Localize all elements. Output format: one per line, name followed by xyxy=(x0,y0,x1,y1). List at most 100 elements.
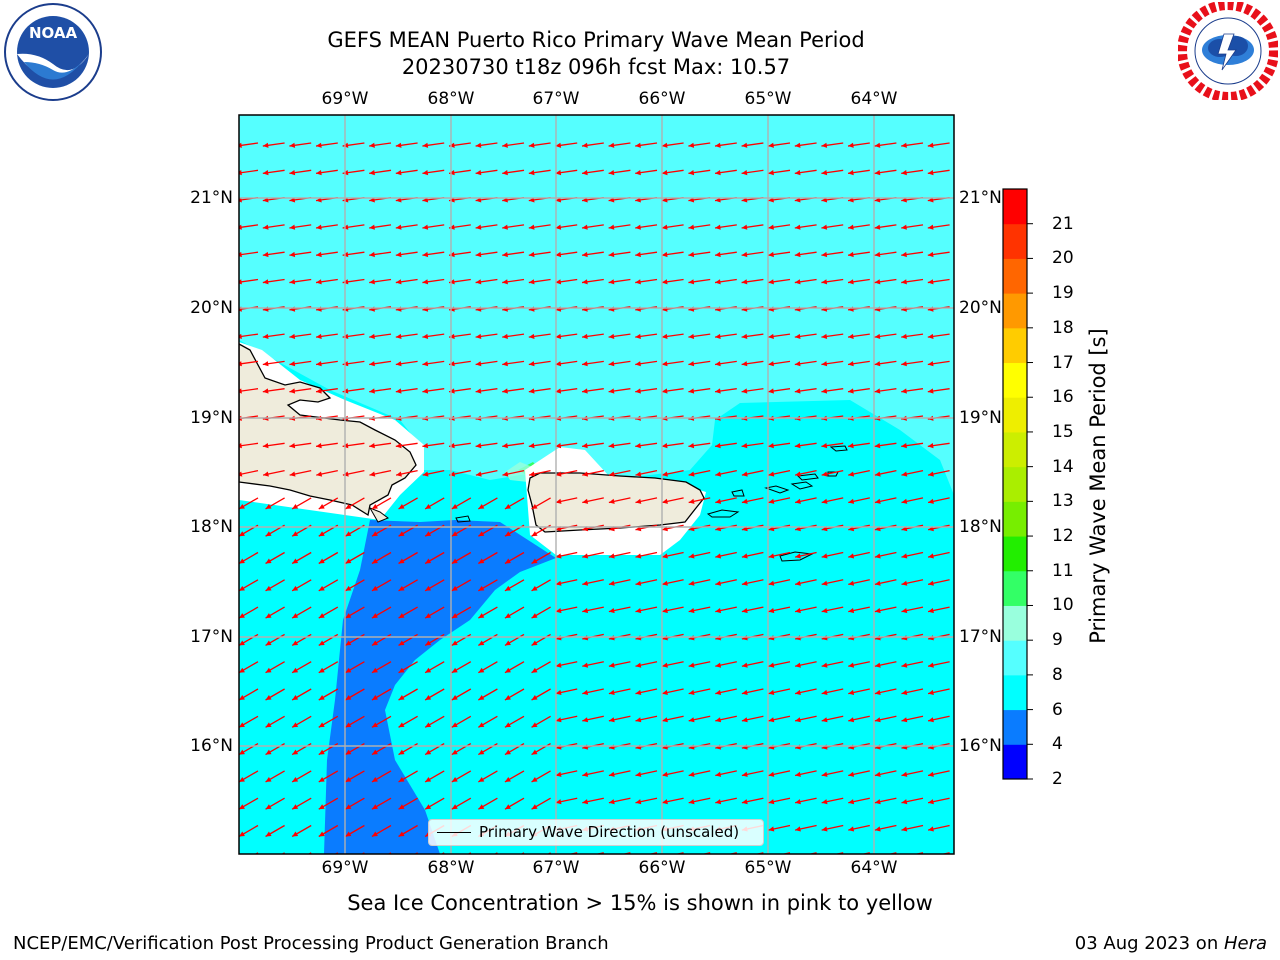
wave-arrow-head xyxy=(715,388,721,394)
wave-arrow-head xyxy=(345,640,352,646)
wave-arrow-head xyxy=(874,279,881,285)
wave-arrow-head xyxy=(688,333,695,339)
colorbar-title: Primary Wave Mean Period [s] xyxy=(1086,328,1110,644)
wave-arrow-head xyxy=(449,251,455,258)
chart-subtitle: 20230730 t18z 096h fcst Max: 10.57 xyxy=(401,55,791,79)
wave-arrow-head xyxy=(661,333,668,339)
machine-name: Hera xyxy=(1223,933,1267,954)
wave-arrow-head xyxy=(768,553,775,559)
wave-arrow-head xyxy=(502,443,508,449)
wave-arrow-head xyxy=(874,170,881,176)
wave-arrow-head xyxy=(821,471,828,477)
wave-arrow-head xyxy=(582,662,589,668)
wave-arrow-head xyxy=(371,503,378,509)
wave-arrow-head xyxy=(741,279,748,285)
wave-arrow-head xyxy=(555,771,562,777)
wave-arrow-head xyxy=(848,553,855,559)
colorbar-segments xyxy=(1003,189,1027,780)
wave-arrow-head xyxy=(608,799,615,805)
wave-arrow-head xyxy=(582,689,589,696)
wave-arrow-head xyxy=(821,826,828,832)
wave-arrow-head xyxy=(239,471,243,477)
wave-arrow-head xyxy=(608,333,615,339)
wave-arrow-head xyxy=(661,251,668,258)
lat-label-right: 21°N xyxy=(959,188,1002,208)
wave-arrow-head xyxy=(794,142,801,148)
lon-label-top: 64°W xyxy=(850,89,898,109)
wave-arrow-head xyxy=(688,799,695,805)
lon-label-bottom: 66°W xyxy=(638,858,686,878)
wave-arrow-head xyxy=(531,585,538,591)
wave-arrow-head xyxy=(794,361,801,367)
wave-arrow-head xyxy=(478,776,485,782)
wave-arrow-head xyxy=(316,251,322,258)
lon-label-bottom: 65°W xyxy=(744,858,792,878)
wave-arrow-head xyxy=(318,503,325,509)
lat-label-right: 19°N xyxy=(959,408,1002,428)
wave-arrow-head xyxy=(768,279,774,285)
wave-arrow-head xyxy=(794,388,801,394)
wave-arrow-head xyxy=(316,224,322,230)
wave-arrow-head xyxy=(555,689,562,696)
wave-arrow-head xyxy=(795,553,801,559)
wave-arrow-head xyxy=(741,553,748,559)
colorbar-tick-label: 19 xyxy=(1052,283,1074,304)
wave-arrow-head xyxy=(528,443,535,449)
colorbar-segment xyxy=(1003,570,1027,606)
wave-arrow-head xyxy=(395,142,402,148)
wave-arrow-head xyxy=(901,170,907,176)
wave-arrow-head xyxy=(475,333,482,339)
wave-arrow-head xyxy=(608,498,615,504)
colorbar xyxy=(1002,188,1033,780)
colorbar-segment xyxy=(1003,674,1027,711)
wave-arrow-head xyxy=(794,224,801,230)
lat-label-right: 20°N xyxy=(959,298,1002,318)
wave-arrow-head xyxy=(768,498,775,504)
wave-arrow-head xyxy=(662,607,668,614)
wave-arrow-head xyxy=(688,662,695,668)
wave-arrow-head xyxy=(661,142,668,148)
wave-arrow-head xyxy=(768,580,775,586)
wave-arrow-head xyxy=(848,170,854,176)
sea-ice-note: Sea Ice Concentration > 15% is shown in … xyxy=(347,891,933,915)
colorbar-tick-label: 17 xyxy=(1052,352,1074,373)
wave-arrow-head xyxy=(848,333,854,339)
wave-arrow-head xyxy=(874,553,881,559)
wave-arrow-head xyxy=(661,224,668,230)
colorbar-tick-label: 6 xyxy=(1052,699,1063,720)
wave-arrow-head xyxy=(688,717,695,723)
wave-arrow-head xyxy=(874,771,881,777)
wave-arrow-head xyxy=(425,749,432,755)
wave-arrow-head xyxy=(874,142,881,148)
wave-arrow-head xyxy=(371,613,378,619)
wave-arrow-head xyxy=(262,279,269,285)
wave-arrow-head xyxy=(874,607,881,614)
wave-arrow-head xyxy=(927,251,934,258)
wave-arrow-head xyxy=(582,388,588,394)
wave-arrow-head xyxy=(425,585,432,591)
wave-arrow-head xyxy=(608,717,615,723)
wave-arrow-head xyxy=(396,471,402,477)
wave-arrow-head xyxy=(901,580,908,586)
wave-arrow-head xyxy=(927,333,934,339)
wave-arrow-head xyxy=(289,224,296,230)
colorbar-tick-label: 10 xyxy=(1052,595,1074,616)
wave-arrow-head xyxy=(741,580,748,586)
wave-arrow-head xyxy=(289,443,296,449)
wave-arrow-head xyxy=(928,662,934,668)
wave-arrow-head xyxy=(371,640,378,646)
wave-arrow-head xyxy=(451,558,458,564)
wave-arrow-head xyxy=(608,170,615,176)
wave-arrow-head xyxy=(555,799,562,805)
ocean-band-4-6 xyxy=(324,520,556,854)
wave-arrow-head xyxy=(239,722,245,728)
wave-arrow-head xyxy=(398,531,405,537)
ocean-band-8-9 xyxy=(239,115,954,495)
wave-arrow-head xyxy=(848,279,854,285)
wave-arrow-head xyxy=(555,388,562,394)
wave-arrow-head xyxy=(555,251,562,258)
wave-arrow-head xyxy=(715,361,721,367)
wave-arrow-head xyxy=(928,553,934,559)
wave-arrow-head xyxy=(425,804,432,810)
wave-arrow-head xyxy=(688,279,695,285)
